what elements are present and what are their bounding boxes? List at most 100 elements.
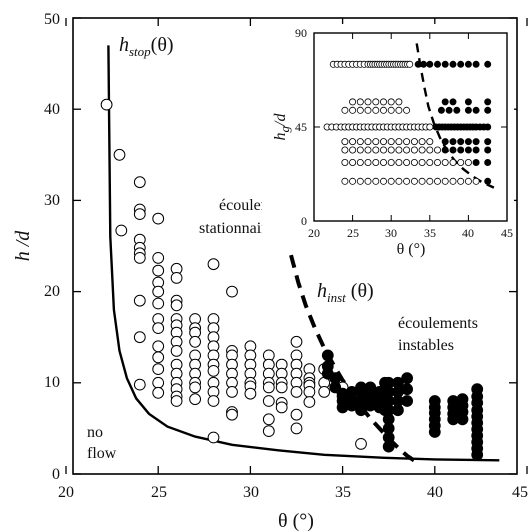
inset-stationary-point (403, 106, 411, 114)
inset-stationary-point (387, 158, 395, 166)
stationary-point (262, 413, 275, 426)
inset-stationary-point (406, 60, 414, 68)
inset-stationary-point (341, 146, 349, 154)
stationary-point (226, 408, 238, 421)
stationary-point (133, 252, 146, 264)
stationary-point (303, 396, 316, 408)
y-tick-label: 50 (44, 11, 60, 28)
stationary-point (275, 401, 288, 414)
stationary-point (170, 395, 183, 407)
stationary-point (318, 386, 331, 398)
inset-stationary-point (410, 146, 418, 154)
inset-ticks (313, 32, 508, 222)
inset-stationary-point (410, 177, 418, 185)
x-tick-label: 35 (335, 484, 351, 501)
stationary-point (170, 299, 183, 312)
noflow-label-line1: no (87, 424, 103, 441)
inset-stationary-point (403, 158, 411, 166)
inset-unstable-point (457, 146, 465, 154)
inset-tick-labels: 20 25 30 35 40 45 0 45 90 (295, 26, 513, 240)
stationary-point (152, 212, 165, 225)
inset-stationary-point (379, 146, 387, 154)
inset-unstable-point (472, 146, 480, 154)
stationary-point (152, 386, 165, 399)
inset-stationary-point (464, 177, 472, 185)
inset-stationary-point (372, 146, 380, 154)
inset-stationary-point (403, 146, 411, 154)
unstable-point (382, 440, 395, 453)
unstable-point (401, 372, 414, 385)
inset-stationary-point (379, 98, 387, 106)
inset-stationary-point (349, 158, 357, 166)
inset-x-tick-label: 20 (308, 226, 320, 240)
inset-x-tick-label: 40 (462, 226, 474, 240)
inset-stationary-point (387, 106, 395, 114)
inset-stationary-point (403, 177, 411, 185)
inset-stationary-point (372, 138, 380, 146)
inset-y-tick-label: 0 (301, 214, 307, 228)
inset-y-tick-label: 45 (295, 120, 307, 134)
inset-stationary-point (387, 98, 395, 106)
inset-stationary-point (349, 177, 357, 185)
inset-stationary-point (349, 138, 357, 146)
inset-unstable-point (437, 106, 445, 114)
stationary-point (152, 363, 165, 376)
main-tick-labels: 20 25 30 35 40 45 0 10 20 30 40 50 (44, 11, 528, 501)
stationary-point (152, 322, 165, 335)
stationary-point (244, 387, 257, 400)
inset-stationary-point (433, 177, 441, 185)
inset-stationary-point (395, 98, 403, 106)
stationary-point (262, 381, 275, 394)
hstop-curve (107, 45, 500, 462)
noflow-label-line2: flow (87, 445, 117, 462)
inset-stationary-point (403, 138, 411, 146)
inset-stationary-point (372, 98, 380, 106)
inset-unstable-point (457, 138, 465, 146)
inset-stationary-point (426, 138, 434, 146)
unstable-point (345, 399, 358, 412)
inset-stationary-point (364, 98, 372, 106)
inset-stationary-point (379, 158, 387, 166)
inset-stationary-point (433, 158, 441, 166)
inset-unstable-point (464, 60, 472, 68)
stationary-point (207, 431, 220, 444)
inset-unstable-point (484, 138, 492, 146)
stationary-point (133, 176, 146, 189)
inset-unstable-point (484, 98, 492, 106)
inset-stationary-point (364, 146, 372, 154)
inset-stationary-point (356, 138, 364, 146)
inset-stationary-point (441, 158, 449, 166)
unstable-point (329, 381, 342, 394)
inset-unstable-point (453, 106, 461, 114)
inset-unstable-point (441, 138, 449, 146)
y-tick-label: 0 (52, 466, 60, 483)
inset-unstable-point (420, 60, 428, 68)
inset-stationary-point (387, 177, 395, 185)
inset-unstable-point (464, 146, 472, 154)
inset-unstable-point (441, 60, 449, 68)
unstable-point (428, 426, 441, 438)
stationary-point (290, 422, 303, 435)
inset-stationary-point (341, 177, 349, 185)
inset-unstable-point (464, 98, 472, 106)
inset-unstable-point (464, 138, 472, 146)
inset-unstable-point (433, 60, 441, 68)
unstable-label-line2: instables (398, 337, 454, 354)
inset-unstable-point (449, 146, 457, 154)
x-axis-label: θ (°) (278, 510, 314, 532)
inset-stationary-point (364, 177, 372, 185)
unstable-point (471, 448, 484, 461)
inset-stationary-point (418, 146, 426, 154)
inset-stationary-point (379, 106, 387, 114)
stationary-point (152, 340, 165, 353)
inset-unstable-point (441, 146, 449, 154)
inset-stationary-point (372, 177, 380, 185)
unstable-point (321, 349, 334, 362)
inset-stationary-point (364, 106, 372, 114)
inset-x-axis-label: θ (°) (397, 241, 426, 258)
inset-stationary-point (472, 177, 480, 185)
x-tick-label: 25 (151, 484, 167, 501)
inset-unstable-point (449, 138, 457, 146)
inset-stationary-point (379, 138, 387, 146)
